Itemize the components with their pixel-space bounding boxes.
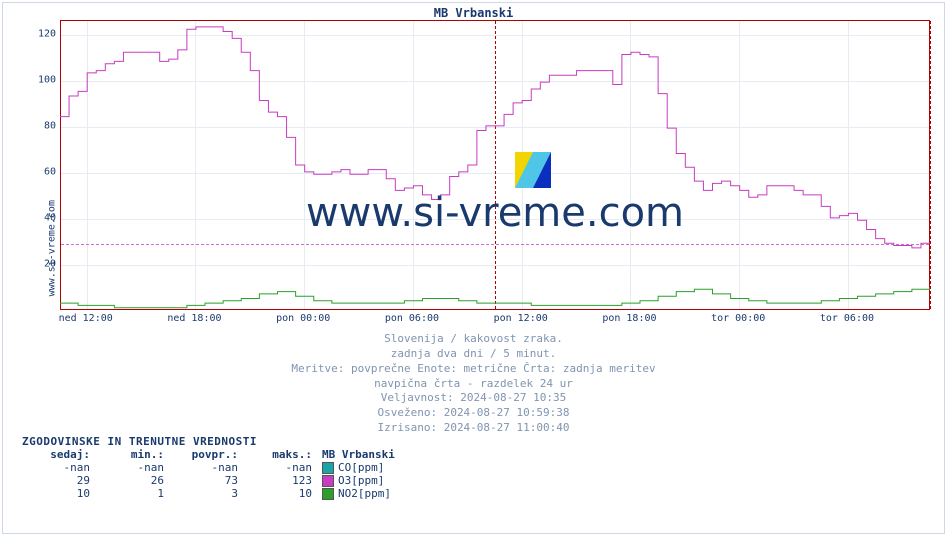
cell-sedaj: 29 (22, 474, 96, 487)
legend-label: O3[ppm] (338, 474, 384, 487)
th-maks: maks.: (244, 448, 318, 461)
watermark-logo (515, 152, 551, 188)
ytick-label: 100 (28, 74, 60, 85)
divider-24h (930, 21, 931, 309)
cell-povpr: 73 (170, 474, 244, 487)
cell-label: NO2[ppm] (318, 487, 468, 500)
xtick-label: ned 18:00 (167, 310, 221, 324)
history-table: ZGODOVINSKE IN TRENUTNE VREDNOSTI sedaj:… (22, 435, 468, 500)
series-NO2[ppm] (60, 287, 930, 308)
meta-line: zadnja dva dni / 5 minut. (0, 347, 947, 362)
series-svg (60, 20, 930, 310)
th-station: MB Vrbanski (318, 448, 468, 461)
xtick-label: ned 12:00 (59, 310, 113, 324)
table-row: 292673123 O3[ppm] (22, 474, 468, 487)
cell-label: CO[ppm] (318, 461, 468, 474)
legend-label: CO[ppm] (338, 461, 384, 474)
cell-povpr: 3 (170, 487, 244, 500)
xtick-label: pon 18:00 (602, 310, 656, 324)
legend-swatch (322, 488, 334, 500)
ytick-label: 120 (28, 28, 60, 39)
meta-block: Slovenija / kakovost zraka. zadnja dva d… (0, 332, 947, 436)
cell-min: -nan (96, 461, 170, 474)
cell-maks: 10 (244, 487, 318, 500)
cell-sedaj: -nan (22, 461, 96, 474)
cell-label: O3[ppm] (318, 474, 468, 487)
meta-line: Osveženo: 2024-08-27 10:59:38 (0, 406, 947, 421)
cell-min: 26 (96, 474, 170, 487)
table-row: 101310NO2[ppm] (22, 487, 468, 500)
meta-line: Meritve: povprečne Enote: metrične Črta:… (0, 362, 947, 377)
legend-label: NO2[ppm] (338, 487, 391, 500)
ytick-label: 60 (28, 166, 60, 177)
xtick-label: tor 06:00 (820, 310, 874, 324)
legend-swatch (322, 462, 334, 474)
ytick-label: 40 (28, 212, 60, 223)
th-povpr: povpr.: (170, 448, 244, 461)
xtick-label: tor 00:00 (711, 310, 765, 324)
cell-min: 1 (96, 487, 170, 500)
table-title: ZGODOVINSKE IN TRENUTNE VREDNOSTI (22, 435, 468, 448)
meta-line: navpična črta - razdelek 24 ur (0, 377, 947, 392)
ytick-label: 20 (28, 258, 60, 269)
plot-area: www.si-vreme.com 20406080100120ned 12:00… (60, 20, 930, 310)
xtick-label: pon 06:00 (385, 310, 439, 324)
xtick-label: pon 00:00 (276, 310, 330, 324)
cell-maks: -nan (244, 461, 318, 474)
th-sedaj: sedaj: (22, 448, 96, 461)
chart-title: MB Vrbanski (0, 6, 947, 20)
xtick-label: pon 12:00 (494, 310, 548, 324)
cell-maks: 123 (244, 474, 318, 487)
meta-line: Izrisano: 2024-08-27 11:00:40 (0, 421, 947, 436)
meta-line: Slovenija / kakovost zraka. (0, 332, 947, 347)
th-min: min.: (96, 448, 170, 461)
series-O3[ppm] (60, 27, 930, 248)
cell-sedaj: 10 (22, 487, 96, 500)
table-row: -nan-nan-nan-nanCO[ppm] (22, 461, 468, 474)
meta-line: Veljavnost: 2024-08-27 10:35 (0, 391, 947, 406)
legend-swatch (322, 475, 334, 487)
ytick-label: 80 (28, 120, 60, 131)
cell-povpr: -nan (170, 461, 244, 474)
table-header-row: sedaj: min.: povpr.: maks.: MB Vrbanski (22, 448, 468, 461)
